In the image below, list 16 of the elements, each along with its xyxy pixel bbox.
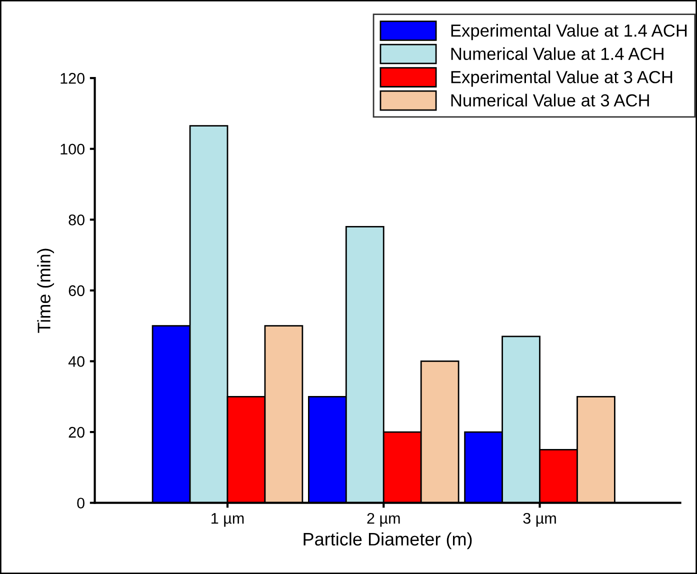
y-tick-label: 80 bbox=[68, 214, 84, 226]
x-axis-title: Particle Diameter (m) bbox=[304, 532, 472, 550]
legend-label: Numerical Value at 3 ACH bbox=[451, 94, 649, 107]
x-tick-label: 1 µm bbox=[212, 513, 244, 527]
y-tick-label: 60 bbox=[68, 285, 84, 296]
legend-label: Numerical Value at 1.4 ACH bbox=[451, 47, 664, 60]
x-tick-label: 2 µm bbox=[367, 512, 400, 527]
legend-label: Experimental Value at 1.4 ACH bbox=[451, 24, 687, 40]
y-axis-title: Time (min) bbox=[37, 248, 54, 333]
y-tick-label: 20 bbox=[68, 426, 84, 438]
legend-label: Experimental Value at 3 ACH bbox=[451, 70, 672, 87]
y-tick-label: 0 bbox=[77, 498, 84, 509]
y-tick-label: 100 bbox=[60, 144, 84, 155]
x-tick-label: 3 µm bbox=[523, 512, 556, 527]
y-tick-label: 40 bbox=[68, 356, 84, 367]
y-tick-label: 120 bbox=[60, 72, 84, 84]
